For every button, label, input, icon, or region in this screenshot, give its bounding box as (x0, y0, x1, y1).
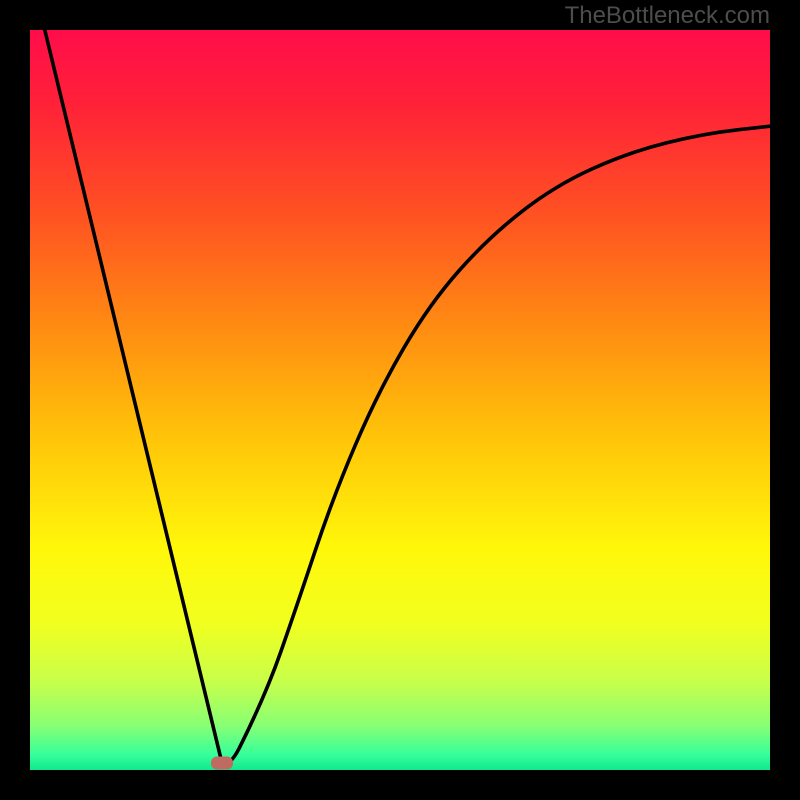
chart-container: TheBottleneck.com (0, 0, 800, 800)
optimum-marker (211, 756, 233, 769)
plot-area (30, 30, 770, 770)
bottleneck-curve (30, 30, 770, 770)
curve-path (45, 30, 770, 765)
watermark-text: TheBottleneck.com (565, 2, 770, 30)
